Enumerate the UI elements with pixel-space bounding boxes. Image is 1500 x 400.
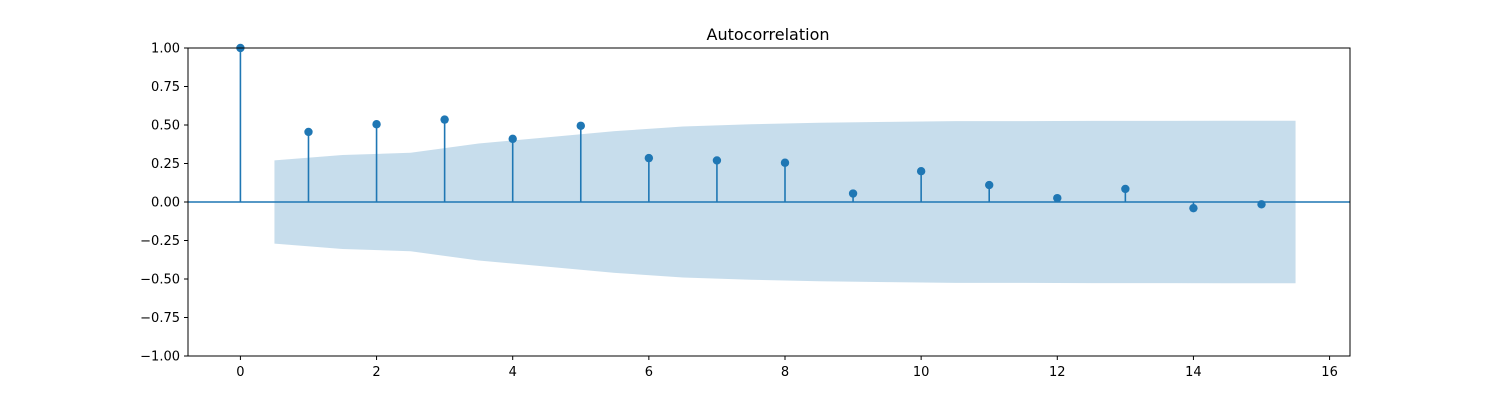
y-tick-label-0: −1.00 — [140, 350, 180, 365]
marker-lag-13 — [1121, 184, 1130, 194]
marker-lag-4 — [508, 134, 517, 144]
y-tick-label-2: −0.50 — [140, 273, 180, 288]
marker-lag-15 — [1257, 200, 1266, 209]
x-tick-label-14: 14 — [1185, 365, 1202, 380]
marker-lag-9 — [848, 189, 858, 198]
y-tick-label-8: 1.00 — [151, 42, 180, 57]
y-tick-label-3: −0.25 — [140, 234, 180, 249]
marker-lag-6 — [644, 153, 654, 163]
marker-lag-10 — [916, 167, 926, 176]
y-tick-label-6: 0.50 — [151, 119, 180, 134]
marker-lag-8 — [780, 158, 790, 167]
x-tick-label-12: 12 — [1049, 365, 1066, 380]
x-tick-label-0: 0 — [236, 365, 244, 380]
y-tick-label-5: 0.25 — [151, 157, 180, 172]
marker-lag-7 — [712, 156, 722, 165]
y-tick-label-4: 0.00 — [151, 196, 180, 211]
chart-title: Autocorrelation — [707, 25, 830, 44]
marker-lag-2 — [372, 120, 381, 129]
markers-layer — [236, 43, 1266, 213]
marker-lag-11 — [985, 180, 994, 190]
x-tick-label-4: 4 — [509, 365, 517, 380]
marker-lag-14 — [1189, 203, 1198, 213]
y-tick-label-1: −0.75 — [140, 311, 180, 326]
x-tick-label-2: 2 — [372, 365, 380, 380]
marker-lag-1 — [304, 127, 313, 137]
x-tick-label-10: 10 — [913, 365, 930, 380]
x-tick-label-16: 16 — [1321, 365, 1338, 380]
marker-lag-12 — [1053, 193, 1062, 203]
axes-layer: 0 2 4 6 8 10 12 14 16 −1.00 −0.75 −0.50 −0.25 0.00 0.2… — [140, 42, 1351, 380]
x-tick-label-8: 8 — [781, 365, 789, 380]
y-tick-label-7: 0.75 — [151, 80, 180, 95]
marker-lag-5 — [576, 121, 585, 130]
x-tick-label-6: 6 — [645, 365, 653, 380]
marker-lag-3 — [440, 115, 449, 124]
